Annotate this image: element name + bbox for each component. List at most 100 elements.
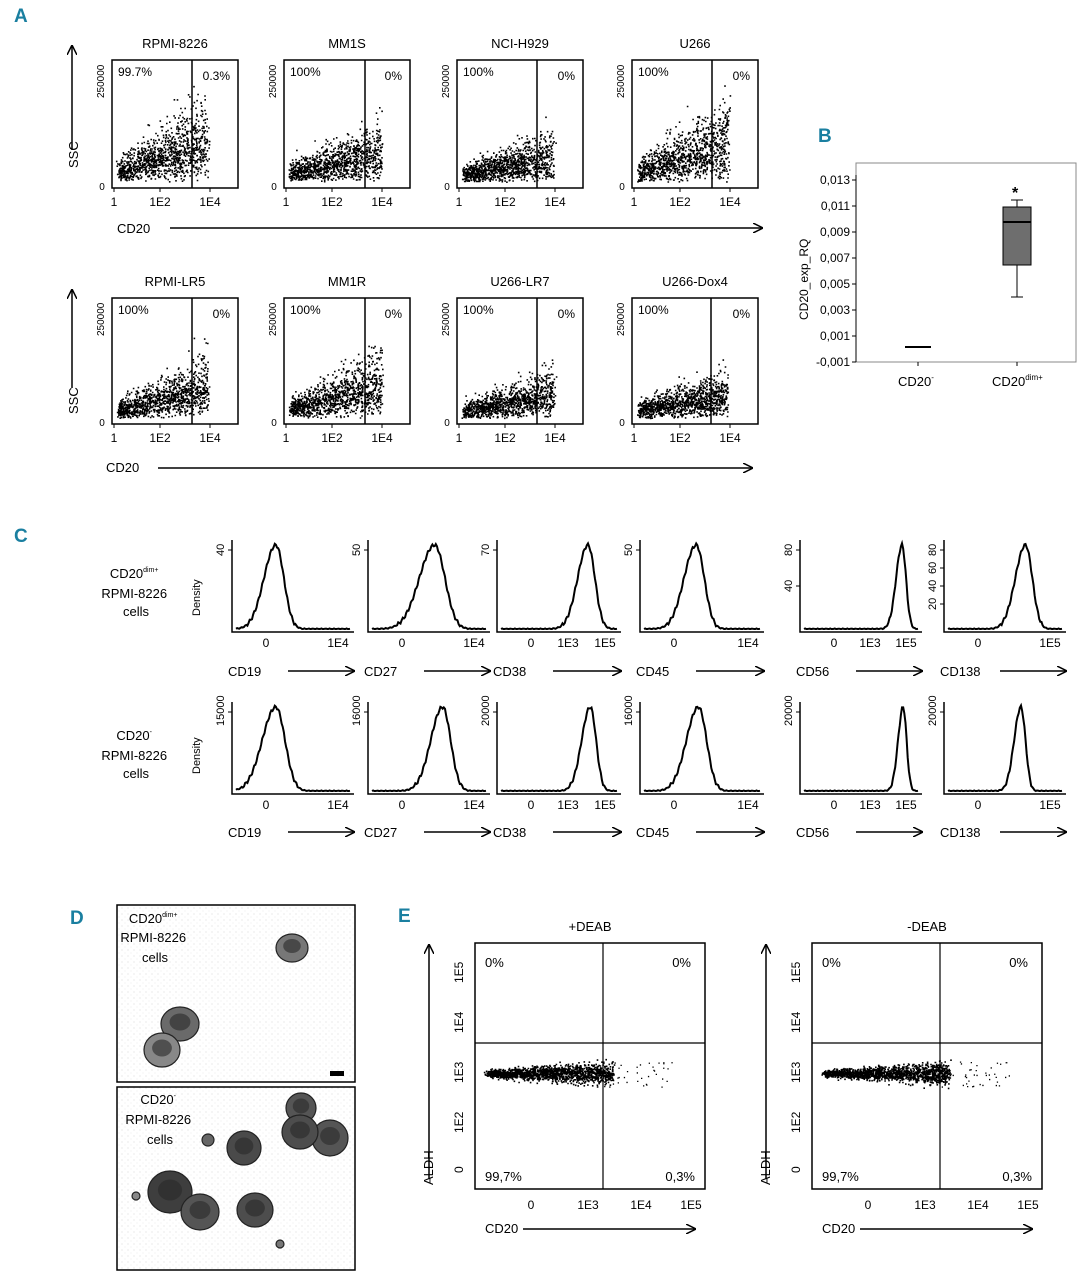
x-tick-label: 1E4 — [544, 431, 566, 445]
cell — [275, 1239, 285, 1249]
cell-nucleus — [283, 939, 301, 953]
plot-title: U266-LR7 — [490, 274, 549, 289]
plot-title: U266 — [679, 36, 710, 51]
gate-left-percent: 100% — [118, 303, 149, 317]
panel-label-e: E — [398, 906, 411, 927]
aldh-plot-minus-deab: -DEAB 0% 0% 99,7% 0,3% ALDH 1E5 1E4 1E3 1E2 0 0 1E3 1… — [758, 919, 1043, 1236]
hist-x-tick-label: 1E4 — [737, 798, 759, 812]
hist-curve — [500, 541, 618, 631]
cell-nucleus — [152, 1039, 172, 1057]
y-tick-label: 0 — [444, 418, 450, 429]
scatter-events — [461, 359, 558, 420]
flow-plot-mm1r: MM1R 100% 0% 1 1E2 1E4 0 250000 — [268, 274, 411, 445]
x-tick-label: 1E4 — [199, 195, 221, 209]
boxplot-y-tick-label: 0,011 — [821, 199, 850, 213]
y-tick-label: 250000 — [441, 64, 452, 98]
x-tick-label: 1E4 — [719, 431, 741, 445]
aldh-x-tick-label: 0 — [528, 1198, 535, 1212]
aldh-x-tick-label: 1E5 — [680, 1198, 702, 1212]
hist-x-tick-label: 1E3 — [557, 798, 579, 812]
boxplot-y-tick-label: -0,001 — [816, 355, 850, 369]
hist-y-tick-label: 16000 — [351, 695, 363, 726]
y-tick-label: 250000 — [616, 64, 627, 98]
y-tick-label: 0 — [271, 182, 277, 193]
y-tick-label: 250000 — [441, 302, 452, 336]
cell-nucleus — [292, 1098, 310, 1114]
flow-plot-u266-lr7: U266-LR7 100% 0% 1 1E2 1E4 0 250000 — [441, 274, 584, 445]
box-cd20dim-box — [1002, 206, 1032, 266]
hist-x-tick-label: 1E4 — [463, 798, 485, 812]
marker-label: CD19 — [228, 664, 261, 679]
hist-y-tick-label: 40 — [783, 580, 795, 592]
aldh-ylabel: ALDH — [758, 1150, 773, 1185]
hist-x-tick-label: 1E3 — [557, 636, 579, 650]
hist-x-tick-label: 0 — [263, 798, 270, 812]
hist-axes — [943, 540, 1066, 633]
aldh-plot-frame — [474, 942, 706, 1190]
aldh-plot-plus-deab: +DEAB 0% 0% 99,7% 0,3% ALDH 1E5 1E4 1E3 1E2 0 0 1E3 1… — [421, 919, 706, 1236]
cell-nucleus — [157, 1179, 183, 1201]
hist-curve — [947, 702, 1063, 793]
plot-frame — [456, 59, 584, 189]
hist-curve — [371, 542, 487, 631]
hist-x-tick-label: 0 — [263, 636, 270, 650]
quadrant-ul: 0% — [485, 955, 504, 970]
flow-plot-nci-h929: NCI-H929 100% 0% 1 1E2 1E4 0 250000 — [441, 36, 584, 209]
gate-right-percent: 0% — [558, 69, 576, 83]
panel-label-b: B — [818, 126, 832, 147]
aldh-y-tick-label: 0 — [452, 1166, 466, 1173]
x-tick-label: 1E4 — [371, 431, 393, 445]
marker-label: CD138 — [940, 825, 980, 840]
aldh-y-tick-label: 1E2 — [452, 1111, 466, 1133]
boxplot-y-tick-label: 0,013 — [820, 173, 850, 187]
row2-label: CD20- RPMI-8226 cells — [101, 722, 170, 781]
plot-title: RPMI-8226 — [142, 36, 208, 51]
marker-label: CD27 — [364, 825, 397, 840]
plot-title: RPMI-LR5 — [145, 274, 206, 289]
histogram-cd45: 16000 0 1E4 CD45 — [623, 695, 764, 840]
histogram-cd19: 15000 0 1E4 CD19 — [215, 695, 354, 840]
boxplot-y-tick-label: 0,003 — [820, 303, 850, 317]
quadrant-ul: 0% — [822, 955, 841, 970]
hist-x-tick-label: 1E4 — [327, 636, 349, 650]
row1-label: CD20dim+ RPMI-8226 cells — [101, 560, 170, 619]
hist-axes — [496, 540, 621, 633]
x-tick-label: 1 — [456, 195, 463, 209]
hist-curve — [643, 541, 761, 631]
y-tick-label: 250000 — [268, 64, 279, 98]
cell — [131, 1191, 141, 1201]
flow-plot-rpmi-8226: RPMI-8226 99.7% 0.3% 1 1E2 1E4 0 250000 — [96, 36, 239, 209]
ssc-label-row1: SSC — [66, 141, 81, 168]
plot-frame — [631, 297, 759, 425]
gate-right-percent: 0% — [733, 69, 751, 83]
boxplot-y-tick-label: 0,001 — [820, 329, 850, 343]
y-tick-label: 250000 — [96, 64, 107, 98]
scatter-events — [116, 337, 211, 419]
panel-label-c: C — [14, 526, 28, 547]
cell-nucleus — [290, 1121, 310, 1139]
aldh-x-tick-label: 1E3 — [577, 1198, 599, 1212]
panel-d-micrographs: CD20dim+ RPMI-8226 cells CD20- RPMI-8226… — [116, 904, 356, 1271]
panel-a-flow-cytometry: SSC CD20 SSC CD20 RPMI-8226 99.7% 0.3% 1 1E2… — [66, 36, 762, 475]
hist-y-tick-label: 50 — [351, 544, 363, 556]
panel-label-d: D — [70, 908, 84, 929]
x-tick-label: 1 — [111, 195, 118, 209]
histogram-cd38: 70 0 1E3 1E5 CD38 — [480, 540, 621, 679]
histogram-cd56: 80 40 0 1E3 1E5 CD56 — [783, 539, 922, 679]
scale-bar — [330, 1071, 344, 1076]
histogram-cd38: 20000 0 1E3 1E5 CD38 — [480, 695, 621, 840]
x-tick-label: 1E4 — [371, 195, 393, 209]
y-tick-label: 250000 — [268, 302, 279, 336]
gate-right-percent: 0% — [385, 69, 403, 83]
x-tick-label: 1 — [631, 431, 638, 445]
gate-right-percent: 0% — [558, 307, 576, 321]
cell-nucleus — [245, 1199, 265, 1217]
hist-axes — [639, 540, 764, 633]
hist-y-tick-label: 80 — [927, 544, 939, 556]
marker-label: CD56 — [796, 664, 829, 679]
plot-title: MM1S — [328, 36, 366, 51]
gate-left-percent: 99.7% — [118, 65, 152, 79]
xlabel-cd20neg: CD20- — [898, 373, 934, 389]
flow-plot-u266: U266 100% 0% 1 1E2 1E4 0 250000 — [616, 36, 759, 209]
histogram-cd27: 16000 0 1E4 CD27 — [351, 695, 490, 840]
